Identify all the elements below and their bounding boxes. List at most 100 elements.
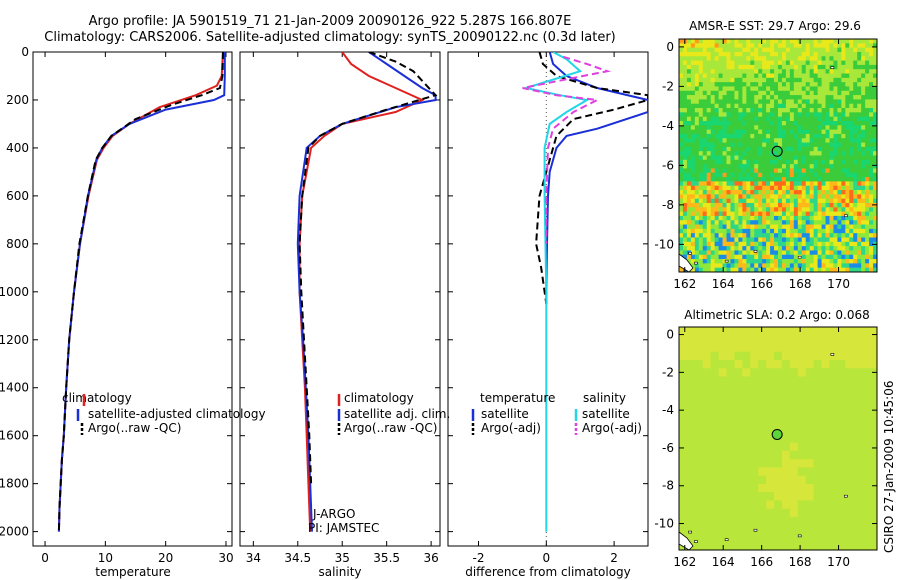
sla-map-title: Altimetric SLA: 0.2 Argo: 0.068 xyxy=(684,308,869,322)
x-tick-label: 35 xyxy=(335,551,350,565)
map-y-tick-label: 0 xyxy=(666,328,674,342)
series-line xyxy=(57,52,224,532)
island-outline xyxy=(688,251,692,255)
map-x-tick-label: 170 xyxy=(827,277,850,291)
map-x-tick-label: 168 xyxy=(789,555,812,569)
y-tick-label: 400 xyxy=(6,141,29,155)
plot-frame xyxy=(239,51,441,547)
difference-profile-panel: -2 0 2 xyxy=(447,51,649,565)
island-outline xyxy=(694,540,698,543)
y-tick-label: 0 xyxy=(21,45,29,59)
plot-frame xyxy=(447,51,649,547)
island-outline xyxy=(844,494,848,498)
x-tick-label: 30 xyxy=(218,551,233,565)
map-x-tick-label: 166 xyxy=(750,555,773,569)
figure-title-line-2: Climatology: CARS2006. Satellite-adjuste… xyxy=(44,30,616,45)
argo-position-marker xyxy=(771,428,783,440)
figure-title-line-1: Argo profile: JA 5901519_71 21-Jan-2009 … xyxy=(88,14,572,29)
difference-axis-label: difference from climatology xyxy=(465,565,631,579)
x-tick-label: 34.5 xyxy=(284,551,311,565)
sal-annotation-pi: PI: JAMSTEC xyxy=(308,521,379,535)
map-x-tick-label: 164 xyxy=(712,277,735,291)
y-tick-label: 1000 xyxy=(0,285,29,299)
temp-legend-label-3: Argo(..raw -QC) xyxy=(88,421,181,435)
x-tick-label: 2 xyxy=(610,551,618,565)
sst-map-title: AMSR-E SST: 29.7 Argo: 29.6 xyxy=(689,19,861,33)
y-tick-label: 2000 xyxy=(0,525,29,539)
sla-map-panel: 162 164 166 168 170 0 -2 -4 -6 -8 -10 xyxy=(654,326,878,569)
plot-frame xyxy=(32,51,233,547)
x-tick-label: -2 xyxy=(473,551,485,565)
temperature-profile-panel: 0 10 20 30 0 200 400 600 800 1000 1200 1400 1600 1800… xyxy=(0,45,234,565)
diff-legend-temperature-header: temperature xyxy=(480,391,555,405)
x-tick-label: 34 xyxy=(246,551,261,565)
island-outline xyxy=(688,530,692,534)
map-y-tick-label: -6 xyxy=(662,158,674,172)
diff-legend-temp-satellite: satellite xyxy=(481,407,529,421)
sst-field xyxy=(679,39,878,273)
map-x-tick-label: 166 xyxy=(750,277,773,291)
y-tick-label: 200 xyxy=(6,93,29,107)
temperature-axis-label: temperature xyxy=(95,565,170,579)
island-outline xyxy=(797,534,802,538)
y-tick-label: 600 xyxy=(6,189,29,203)
map-y-tick-label: -8 xyxy=(662,479,674,493)
sla-field xyxy=(679,327,878,551)
map-y-tick-label: -2 xyxy=(662,365,674,379)
salinity-axis-label: salinity xyxy=(318,565,361,579)
argo-position-marker xyxy=(771,145,783,157)
x-tick-label: 35.5 xyxy=(373,551,400,565)
x-tick-label: 0 xyxy=(41,551,49,565)
salinity-profile-panel: 34 34.5 35 35.5 36 xyxy=(239,51,441,565)
map-y-tick-label: -4 xyxy=(662,403,674,417)
x-tick-label: 0 xyxy=(542,551,550,565)
map-frame xyxy=(678,326,878,551)
x-tick-label: 20 xyxy=(158,551,173,565)
diff-legend-salinity-header: salinity xyxy=(583,391,626,405)
sal-annotation-jargo: J-ARGO xyxy=(312,507,355,521)
island-outline xyxy=(830,66,835,69)
x-tick-label: 10 xyxy=(98,551,113,565)
island-outline xyxy=(830,353,835,356)
diff-legend-sal-satellite: satellite xyxy=(582,407,630,421)
map-x-tick-label: 162 xyxy=(673,277,696,291)
y-tick-label: 1400 xyxy=(0,381,29,395)
island-outline xyxy=(844,214,848,218)
map-y-tick-label: -10 xyxy=(654,517,674,531)
credit-timestamp: CSIRO 27-Jan-2009 10:45:06 xyxy=(882,381,896,553)
sal-legend-label-3: Argo(..raw -QC) xyxy=(344,421,437,435)
sal-legend-label-2: satellite adj. clim. xyxy=(344,407,450,421)
map-y-tick-label: -2 xyxy=(662,79,674,93)
series-line xyxy=(522,55,612,244)
island-outline xyxy=(724,259,729,263)
sal-legend-label-1: climatology xyxy=(344,391,414,405)
map-y-tick-label: 0 xyxy=(666,40,674,54)
y-tick-label: 1200 xyxy=(0,333,29,347)
map-x-tick-label: 168 xyxy=(789,277,812,291)
series-line xyxy=(522,52,590,532)
map-y-tick-label: -4 xyxy=(662,119,674,133)
map-frame xyxy=(678,38,878,273)
map-y-tick-label: -8 xyxy=(662,198,674,212)
temp-legend-label-2: satellite-adjusted climatology xyxy=(88,407,266,421)
island-outline xyxy=(724,538,729,541)
island-outline xyxy=(694,261,698,265)
diff-legend-sal-argo: Argo(-adj) xyxy=(582,421,642,435)
map-y-tick-label: -6 xyxy=(662,441,674,455)
temp-legend-label-1: climatology xyxy=(62,391,132,405)
series-line xyxy=(298,52,425,532)
island-outline xyxy=(753,249,758,253)
island-outline xyxy=(753,528,758,532)
map-x-tick-label: 170 xyxy=(827,555,850,569)
map-x-tick-label: 162 xyxy=(673,555,696,569)
series-line xyxy=(298,52,438,484)
island-outline xyxy=(797,255,802,259)
map-y-tick-label: -10 xyxy=(654,237,674,251)
series-line xyxy=(535,52,648,304)
y-tick-label: 800 xyxy=(6,237,29,251)
map-x-tick-label: 164 xyxy=(712,555,735,569)
sst-map-panel: 162 164 166 168 170 0 -2 -4 -6 -8 -10 xyxy=(654,38,878,291)
y-tick-label: 1600 xyxy=(0,429,29,443)
y-tick-label: 1800 xyxy=(0,477,29,491)
